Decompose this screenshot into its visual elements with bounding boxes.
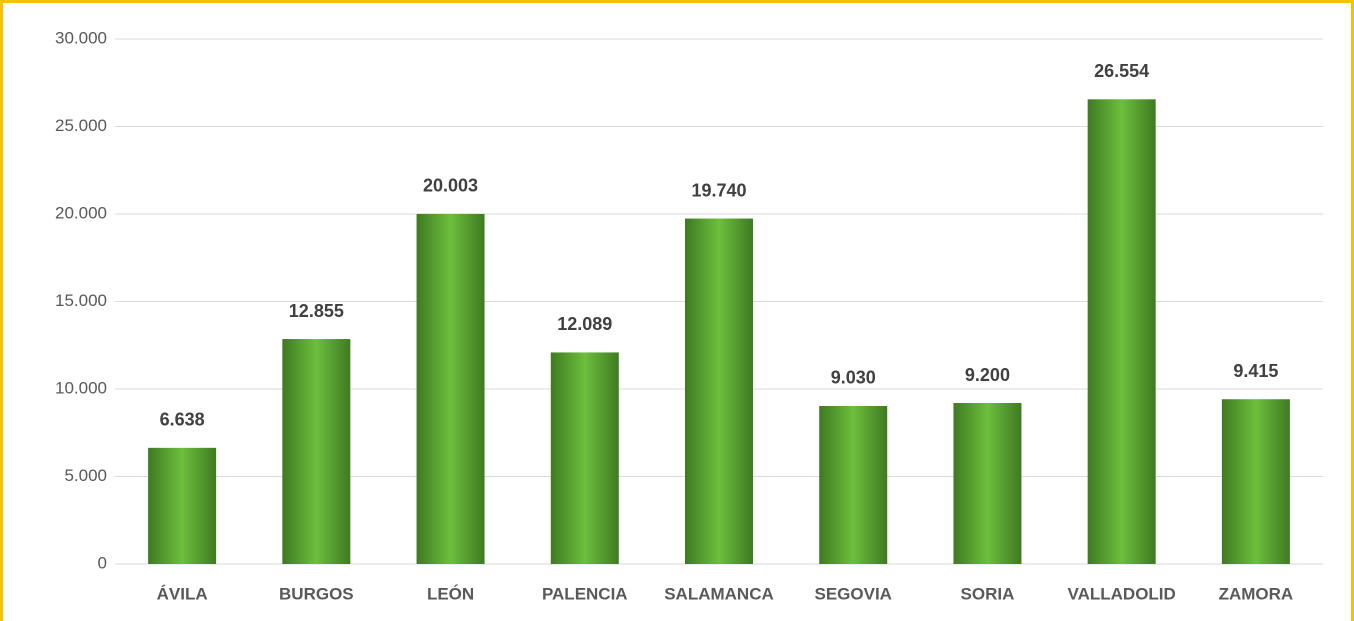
- bar: [416, 213, 485, 564]
- y-tick-label: 20.000: [55, 203, 107, 222]
- bar: [685, 218, 753, 565]
- y-tick-label: 15.000: [55, 291, 107, 310]
- value-label: 9.415: [1233, 361, 1278, 381]
- x-tick-label: PALENCIA: [542, 584, 628, 603]
- bar: [1087, 99, 1156, 565]
- value-label: 6.638: [160, 410, 205, 430]
- y-tick-label: 10.000: [55, 378, 107, 397]
- bar: [953, 403, 1022, 564]
- x-tick-label: SEGOVIA: [814, 584, 891, 603]
- bar: [148, 447, 217, 564]
- x-tick-label: VALLADOLID: [1068, 584, 1176, 603]
- value-label: 19.740: [691, 180, 746, 200]
- bar: [550, 352, 619, 564]
- x-tick-label: SALAMANCA: [664, 584, 774, 603]
- x-tick-label: SORIA: [961, 584, 1015, 603]
- x-tick-label: ÁVILA: [157, 584, 208, 603]
- y-tick-label: 30.000: [55, 28, 107, 47]
- x-tick-label: BURGOS: [279, 584, 354, 603]
- value-label: 9.200: [965, 365, 1010, 385]
- value-label: 20.003: [423, 176, 478, 196]
- y-tick-label: 0: [98, 553, 107, 572]
- value-label: 12.855: [289, 301, 344, 321]
- x-tick-label: LEÓN: [427, 584, 474, 603]
- value-label: 12.089: [557, 314, 612, 334]
- value-label: 26.554: [1094, 61, 1149, 81]
- x-tick-label: ZAMORA: [1219, 584, 1294, 603]
- bar: [282, 339, 351, 564]
- y-tick-label: 25.000: [55, 116, 107, 135]
- bar: [1221, 399, 1290, 564]
- value-label: 9.030: [831, 368, 876, 388]
- y-tick-label: 5.000: [64, 466, 107, 485]
- bar: [819, 405, 888, 564]
